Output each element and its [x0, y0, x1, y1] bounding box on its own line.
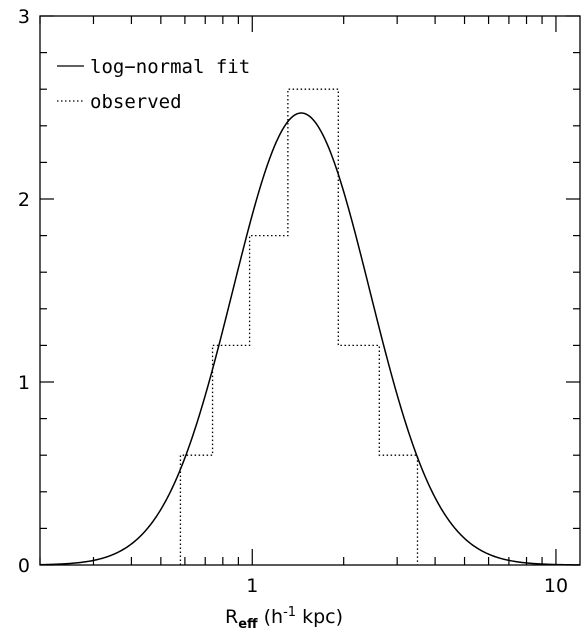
plot-frame [39, 15, 581, 566]
x-tick-label: 10 [544, 575, 568, 597]
x-axis-label: Reff (h-1 kpc) [225, 605, 343, 632]
y-tick-label: 0 [18, 555, 30, 577]
observed-histogram [179, 88, 419, 565]
legend-label-fit: log−normal fit [90, 56, 250, 78]
tick-labels: 0 1 2 3 1 10 [18, 6, 568, 597]
y-tick-label: 3 [18, 6, 30, 28]
y-tick-label: 1 [18, 372, 30, 394]
series-layer [39, 88, 581, 566]
y-tick-label: 2 [18, 189, 30, 211]
legend: log−normal fit observed [57, 56, 250, 113]
x-axis-label-rest1: (h [258, 606, 284, 628]
axis-ticks [39, 15, 580, 566]
x-axis-label-sup: -1 [283, 605, 296, 620]
x-axis-label-sub: eff [238, 617, 258, 632]
x-axis-label-rest2: kpc) [296, 606, 343, 628]
x-tick-label: 1 [246, 575, 258, 597]
legend-label-observed: observed [90, 91, 182, 113]
x-axis-label-main: R [225, 606, 238, 628]
log-normal-fit-curve [39, 112, 581, 566]
